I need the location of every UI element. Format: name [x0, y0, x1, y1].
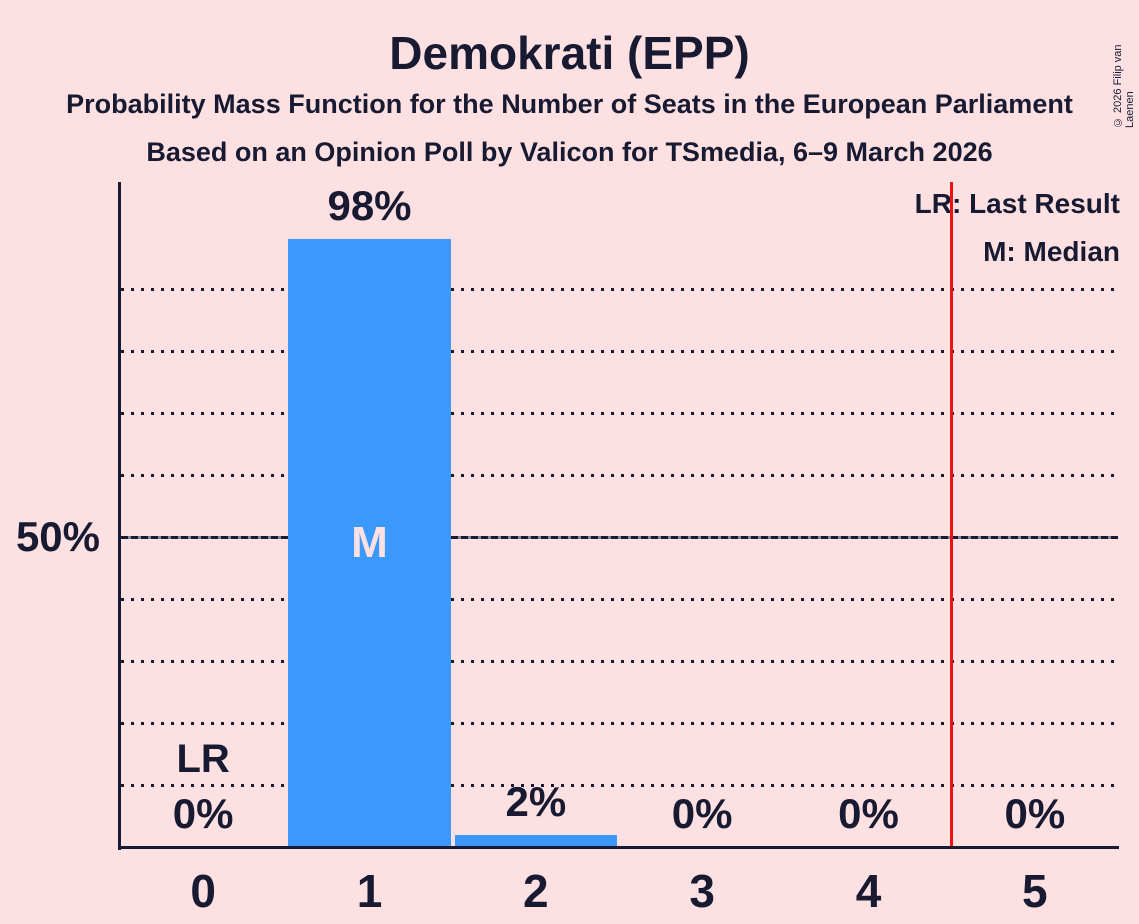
y-axis-line	[118, 182, 121, 850]
value-label-3: 0%	[671, 790, 733, 837]
red-vertical-line	[950, 182, 954, 846]
chart-subtitle-line2: Based on an Opinion Poll by Valicon for …	[146, 137, 993, 167]
x-tick-label-5: 5	[1022, 865, 1048, 917]
x-tick-label-0: 0	[190, 865, 216, 917]
gridline-60pct	[121, 473, 1118, 477]
x-tick-label-3: 3	[689, 865, 715, 917]
x-axis-line	[118, 846, 1119, 849]
last-result-marker: LR	[176, 737, 230, 781]
bar-1	[288, 239, 451, 847]
legend-median: M: Median	[983, 236, 1120, 267]
x-tick-label-2: 2	[523, 865, 549, 917]
chart-title: Demokrati (EPP)	[389, 27, 750, 79]
legend-last-result: LR: Last Result	[914, 188, 1120, 219]
x-tick-label-4: 4	[855, 865, 882, 917]
value-label-0: 0%	[172, 790, 234, 837]
gridline-80pct	[121, 349, 1118, 353]
value-label-1: 98%	[327, 182, 412, 230]
gridline-50pct	[121, 535, 1118, 539]
value-label-2: 2%	[505, 777, 567, 825]
chart-subtitle-line1: Probability Mass Function for the Number…	[66, 89, 1073, 119]
gridline-90pct	[121, 287, 1118, 291]
x-tick-label-1: 1	[356, 865, 383, 917]
gridline-70pct	[121, 411, 1118, 415]
y-axis-tick-label: 50%	[15, 513, 100, 560]
value-label-5: 0%	[1004, 790, 1066, 837]
gridline-20pct	[121, 721, 1118, 725]
bar-2	[454, 834, 617, 847]
gridline-40pct	[121, 597, 1118, 601]
gridline-10pct	[121, 783, 1118, 787]
chart-legend: LR: Last Result M: Median	[915, 180, 1120, 276]
value-label-4: 0%	[838, 790, 899, 837]
median-marker: M	[351, 518, 388, 568]
gridline-30pct	[121, 659, 1118, 663]
